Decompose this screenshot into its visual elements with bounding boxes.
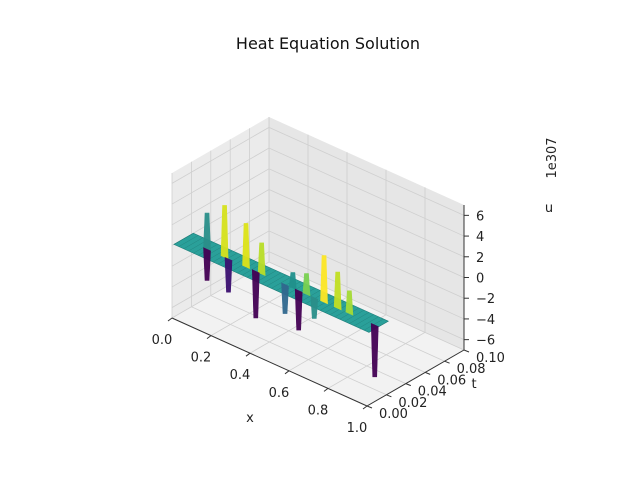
x-tick-label: 0.0 bbox=[152, 333, 173, 348]
surface-spikes bbox=[203, 205, 379, 378]
plane-mesh-line bbox=[266, 274, 287, 287]
floor-pane bbox=[172, 262, 464, 406]
z-offset-label: 1e307 bbox=[545, 137, 560, 178]
z-gridline bbox=[171, 168, 465, 258]
z-axis-label: u bbox=[545, 201, 553, 216]
surface-spike bbox=[281, 282, 289, 314]
plane-mesh-line bbox=[300, 290, 321, 302]
plane-mesh-line bbox=[354, 314, 374, 326]
t-tick-mark bbox=[366, 405, 373, 409]
surface-spike bbox=[251, 269, 260, 319]
surface-spike bbox=[320, 255, 328, 305]
plane-mesh-line bbox=[359, 316, 379, 329]
surface-spike bbox=[220, 205, 229, 260]
t-tick-label: 0.02 bbox=[398, 396, 427, 411]
t-axis-label: t bbox=[471, 377, 476, 392]
z-gridline bbox=[171, 126, 465, 216]
z-tick-label: 2 bbox=[476, 251, 484, 266]
t-axis-line bbox=[366, 349, 465, 407]
surface-spike bbox=[224, 256, 233, 293]
t-tick-mark bbox=[405, 383, 411, 387]
x-axis-line bbox=[171, 317, 368, 407]
surface-spike bbox=[294, 288, 303, 331]
t-tick-label: 0.04 bbox=[418, 385, 447, 400]
x-tick-label: 1.0 bbox=[347, 421, 368, 436]
surface-spike bbox=[370, 322, 379, 378]
x-axis-label: x bbox=[246, 411, 254, 426]
surface-spike bbox=[310, 295, 319, 319]
z-tick-label: −6 bbox=[476, 334, 495, 349]
t-tick-label: 0.08 bbox=[457, 362, 486, 377]
z-gridline bbox=[171, 251, 465, 341]
plane-mesh-line bbox=[178, 235, 199, 247]
t-tick-mark bbox=[463, 349, 470, 353]
z-tick-label: 4 bbox=[476, 230, 484, 245]
plane-mesh-line bbox=[173, 233, 194, 245]
surface-spike bbox=[203, 247, 211, 281]
plane-mesh-line bbox=[256, 270, 277, 282]
z-tick-label: 0 bbox=[476, 272, 484, 287]
plane-mesh-line bbox=[183, 237, 204, 249]
surface-spike bbox=[345, 290, 354, 316]
t-tick-label: 0.10 bbox=[476, 351, 505, 366]
t-tick-mark bbox=[425, 371, 431, 375]
plane-mesh-line bbox=[349, 312, 369, 324]
z-tick-label: −4 bbox=[476, 313, 495, 328]
plane-mesh-line bbox=[261, 272, 282, 285]
surface-spike bbox=[333, 271, 342, 311]
t-tick-mark bbox=[444, 360, 450, 364]
x-tick-label: 0.8 bbox=[308, 403, 329, 418]
surface-spike bbox=[203, 212, 211, 252]
axis-ticks: 0.0 0.2 0.4 0.6 0.8 1.0 0.000.020.040.060.080.… bbox=[152, 205, 505, 436]
plane-mesh-line bbox=[271, 277, 291, 289]
t-gridline bbox=[210, 150, 406, 384]
t-tick-label: 0.00 bbox=[379, 407, 408, 422]
x-tick-mark bbox=[362, 405, 368, 410]
x-tick-mark bbox=[284, 370, 290, 375]
x-tick-mark bbox=[206, 335, 212, 340]
x-tick-mark bbox=[167, 317, 173, 322]
x-tick-label: 0.6 bbox=[269, 386, 290, 401]
surface-spike bbox=[242, 223, 250, 269]
z-tick-label: −2 bbox=[476, 292, 495, 307]
chart-title: Heat Equation Solution bbox=[236, 34, 420, 53]
plane-mesh-line bbox=[344, 310, 365, 322]
z-tick-label: 6 bbox=[476, 209, 484, 224]
t-gridline bbox=[268, 117, 465, 351]
x-tick-mark bbox=[323, 387, 329, 392]
x-tick-mark bbox=[245, 352, 251, 357]
t-gridline bbox=[190, 161, 387, 396]
x-tick-label: 0.4 bbox=[230, 368, 251, 383]
t-tick-label: 0.06 bbox=[437, 373, 466, 388]
z-gridline bbox=[171, 147, 465, 237]
surface-spike bbox=[302, 273, 311, 297]
surface-spike bbox=[289, 272, 297, 291]
x-tick-label: 0.2 bbox=[191, 351, 212, 366]
surface-spike bbox=[257, 242, 266, 277]
t-tick-mark bbox=[386, 394, 392, 398]
